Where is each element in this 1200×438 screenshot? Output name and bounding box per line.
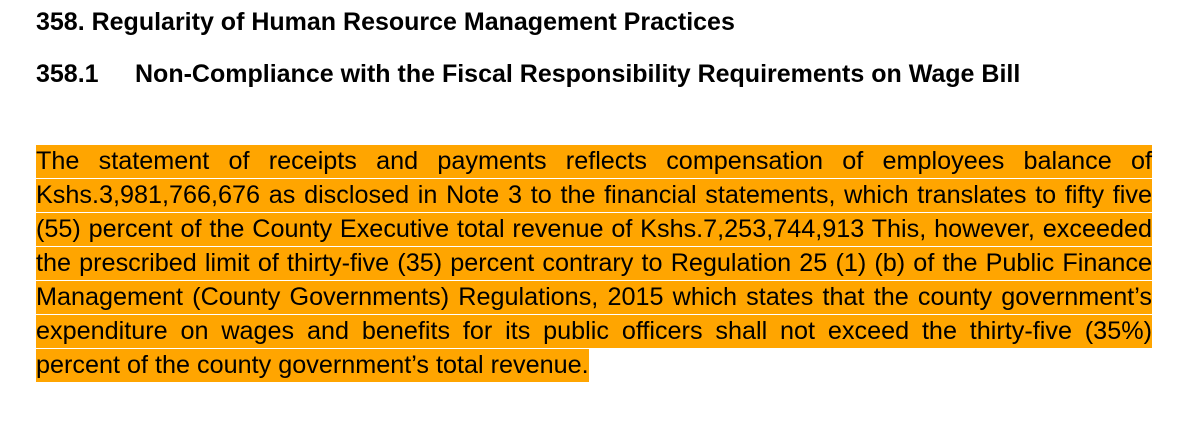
highlighted-text: The statement of receipts and payments r… (36, 145, 1152, 382)
section-heading: 358. Regularity of Human Resource Manage… (36, 8, 735, 36)
body-paragraph: The statement of receipts and payments r… (36, 144, 1152, 382)
subsection-number: 358.1 (36, 60, 99, 88)
subsection-heading: 358.1 Non-Compliance with the Fiscal Res… (36, 59, 1150, 90)
subsection-title: Non-Compliance with the Fiscal Responsib… (135, 60, 1021, 88)
